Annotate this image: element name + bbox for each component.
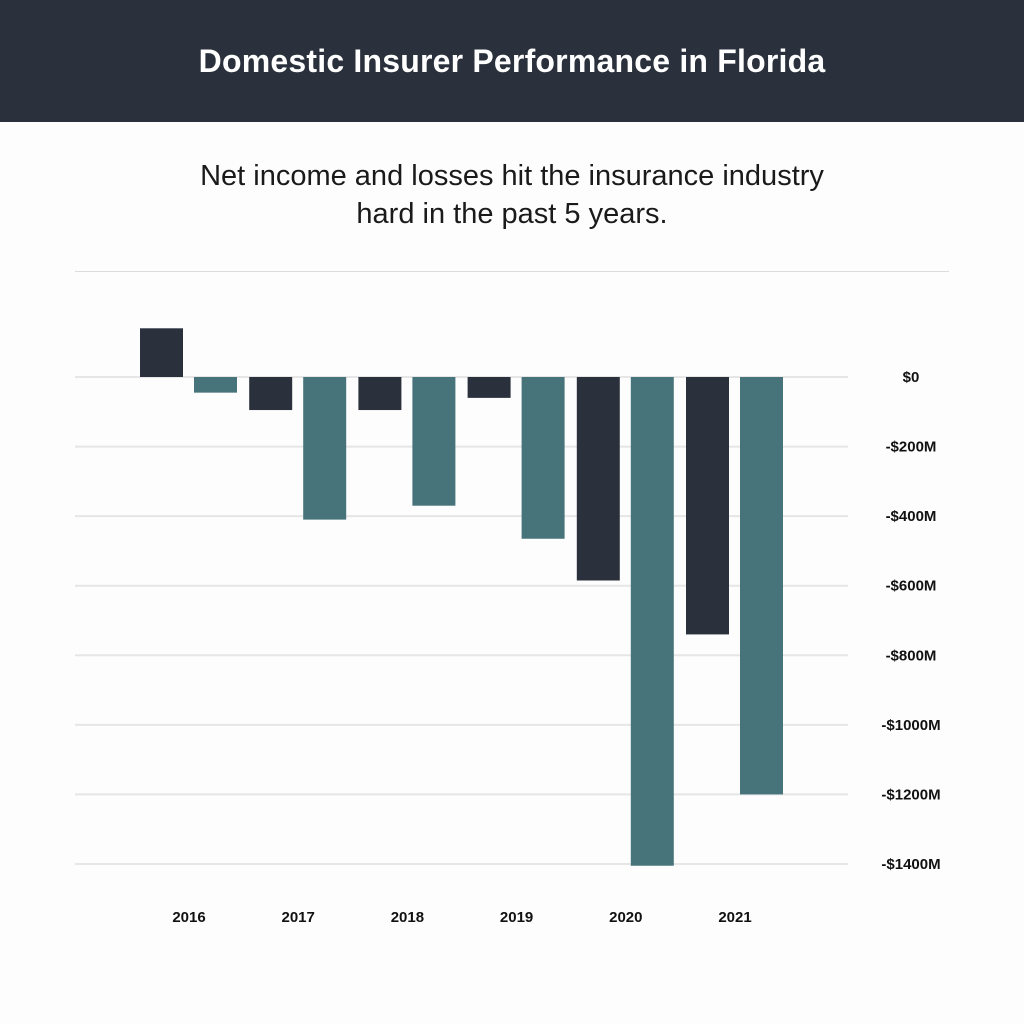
y-tick-label: -$1000M bbox=[881, 717, 940, 734]
x-tick-label: 2018 bbox=[391, 909, 424, 926]
x-tick-label: 2016 bbox=[172, 909, 205, 926]
y-tick-label: -$1400M bbox=[881, 856, 940, 873]
y-tick-label: -$200M bbox=[886, 439, 937, 456]
y-tick-label: $0 bbox=[903, 369, 920, 386]
y-tick-label: -$800M bbox=[886, 647, 937, 664]
x-tick-label: 2021 bbox=[718, 909, 751, 926]
x-tick-label: 2020 bbox=[609, 909, 642, 926]
subtitle-line-2: hard in the past 5 years. bbox=[356, 198, 668, 230]
subtitle-line-1: Net income and losses hit the insurance … bbox=[200, 160, 824, 192]
bar-2016-series-2 bbox=[194, 377, 237, 393]
bar-2018-series-2 bbox=[412, 377, 456, 506]
bar-2019-series-2 bbox=[521, 377, 565, 539]
bar-2020-series-1 bbox=[576, 377, 620, 581]
bar-2019-series-1 bbox=[467, 377, 511, 398]
bar-2017-series-2 bbox=[303, 377, 347, 520]
y-tick-label: -$1200M bbox=[881, 786, 940, 803]
bar-2016-series-1 bbox=[140, 328, 183, 377]
x-tick-label: 2017 bbox=[282, 909, 315, 926]
chart-subtitle: Net income and losses hit the insurance … bbox=[0, 157, 1024, 233]
bars bbox=[140, 328, 783, 866]
x-tick-label: 2019 bbox=[500, 909, 533, 926]
header-bar: Domestic Insurer Performance in Florida bbox=[0, 0, 1024, 122]
y-axis-labels: $0 -$200M -$400M -$600M -$800M -$1000M -$1200M… bbox=[881, 369, 940, 873]
bar-2018-series-1 bbox=[358, 377, 402, 411]
gridlines bbox=[75, 376, 848, 865]
bar-2020-series-2 bbox=[630, 377, 674, 866]
x-axis-labels: 2016 2017 2018 2019 2020 2021 bbox=[172, 909, 751, 926]
y-tick-label: -$600M bbox=[886, 578, 937, 595]
bar-2021-series-2 bbox=[740, 377, 783, 795]
bar-2017-series-1 bbox=[249, 377, 293, 411]
bar-2021-series-1 bbox=[686, 377, 729, 635]
y-tick-label: -$400M bbox=[886, 508, 937, 525]
chart-title: Domestic Insurer Performance in Florida bbox=[198, 42, 826, 79]
divider bbox=[75, 271, 949, 272]
